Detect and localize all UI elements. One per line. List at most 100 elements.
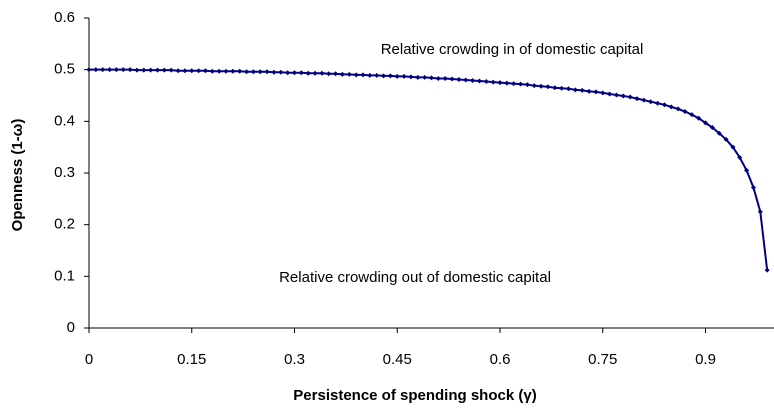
data-point xyxy=(545,84,551,90)
data-point xyxy=(155,67,160,73)
data-point xyxy=(333,71,339,77)
data-point xyxy=(387,73,393,79)
data-point xyxy=(182,68,188,74)
data-point xyxy=(470,78,476,84)
data-point xyxy=(476,78,482,84)
data-point xyxy=(490,79,496,85)
data-point xyxy=(381,73,387,79)
data-point xyxy=(244,69,250,75)
data-point xyxy=(730,144,736,150)
data-point xyxy=(600,90,606,96)
data-point xyxy=(257,69,263,75)
data-point xyxy=(209,68,215,74)
data-point xyxy=(531,83,537,89)
x-tick-label: 0.75 xyxy=(588,351,617,368)
data-point xyxy=(298,70,304,76)
data-point xyxy=(127,67,133,73)
x-tick-label: 0.6 xyxy=(490,351,511,368)
data-point xyxy=(319,70,325,76)
data-point xyxy=(202,68,208,74)
data-point xyxy=(463,77,469,83)
data-point xyxy=(627,94,633,100)
data-point xyxy=(696,115,702,121)
data-point xyxy=(442,75,448,81)
data-line xyxy=(89,68,769,271)
data-point xyxy=(709,125,715,131)
data-point xyxy=(661,102,667,108)
data-point xyxy=(497,80,503,86)
data-point xyxy=(326,71,332,77)
x-axis-label: Persistence of spending shock (γ) xyxy=(293,387,536,404)
data-point xyxy=(107,67,113,73)
data-point xyxy=(518,81,524,87)
data-point xyxy=(511,81,517,87)
data-point xyxy=(538,83,544,89)
data-point xyxy=(141,67,147,73)
data-point xyxy=(360,72,366,78)
data-point xyxy=(750,184,756,190)
y-tick-label: 0.4 xyxy=(54,112,75,129)
data-point xyxy=(579,87,585,93)
data-point xyxy=(620,93,626,99)
data-point xyxy=(737,155,743,160)
data-point xyxy=(668,104,674,110)
data-point xyxy=(634,96,640,102)
x-tick-label: 0 xyxy=(85,351,93,368)
data-point xyxy=(559,85,565,91)
data-point xyxy=(504,80,510,86)
data-point xyxy=(250,69,256,75)
data-point xyxy=(100,67,106,73)
data-point xyxy=(305,70,311,76)
data-point xyxy=(552,85,558,91)
data-point xyxy=(675,106,681,112)
data-point xyxy=(168,67,174,73)
data-point xyxy=(429,75,434,81)
data-point xyxy=(374,72,380,78)
data-point xyxy=(161,67,167,73)
data-point xyxy=(682,109,688,115)
annotation: Relative crowding in of domestic capital xyxy=(381,41,644,58)
data-point xyxy=(120,67,126,73)
data-point xyxy=(223,68,229,74)
data-point xyxy=(353,72,359,78)
data-point xyxy=(216,68,222,74)
data-point xyxy=(703,120,708,126)
data-point xyxy=(367,72,373,78)
x-tick-label: 0.45 xyxy=(383,351,412,368)
data-point xyxy=(278,69,284,75)
data-point xyxy=(655,100,661,106)
y-tick-label: 0 xyxy=(67,319,75,336)
data-point xyxy=(744,167,750,173)
data-point xyxy=(435,75,441,81)
data-point xyxy=(566,86,571,92)
data-point xyxy=(113,67,119,73)
data-point xyxy=(292,70,297,76)
data-point xyxy=(86,67,92,73)
data-point xyxy=(312,70,318,76)
data-point xyxy=(613,92,619,98)
data-point xyxy=(449,76,455,82)
y-tick-label: 0.3 xyxy=(54,164,75,181)
y-tick-label: 0.5 xyxy=(54,61,75,78)
data-point xyxy=(134,67,140,73)
data-point xyxy=(607,91,613,97)
annotation: Relative crowding out of domestic capita… xyxy=(279,269,551,286)
data-point xyxy=(648,99,654,105)
data-point xyxy=(175,68,181,74)
data-point xyxy=(196,68,202,74)
data-point xyxy=(264,69,270,75)
data-point xyxy=(401,73,407,79)
data-point xyxy=(689,112,695,118)
y-tick-label: 0.2 xyxy=(54,216,75,233)
x-tick-label: 0.3 xyxy=(284,351,305,368)
data-point xyxy=(586,88,592,94)
data-point xyxy=(346,71,352,77)
data-point xyxy=(572,87,578,93)
data-point xyxy=(524,82,530,88)
data-point xyxy=(764,267,770,273)
data-point xyxy=(415,74,421,80)
data-point xyxy=(93,67,99,73)
data-point xyxy=(641,97,647,103)
data-point xyxy=(422,74,428,80)
